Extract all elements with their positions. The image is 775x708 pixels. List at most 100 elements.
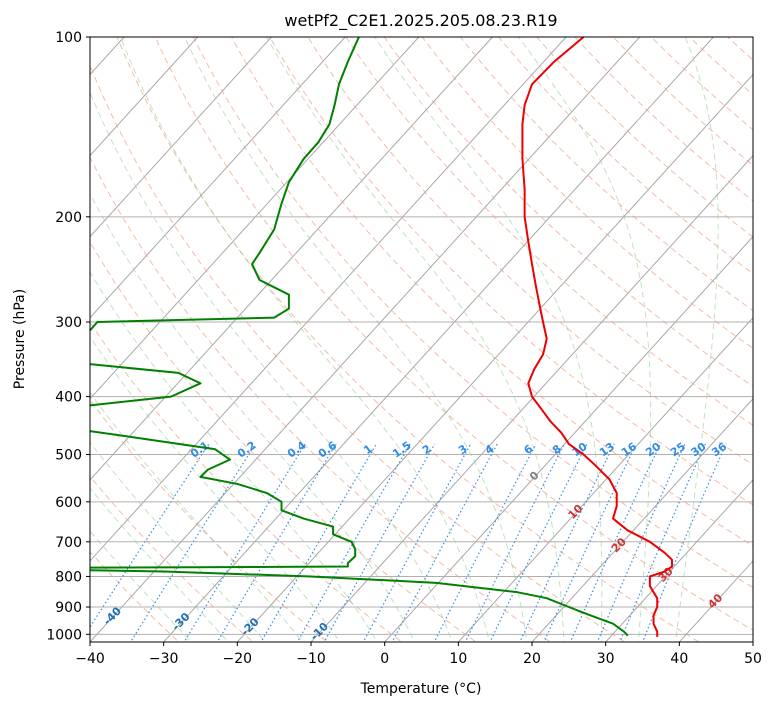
mixing-ratio-label: 30 <box>689 440 709 460</box>
dry-adiabat-line <box>345 37 753 426</box>
x-tick-label: −20 <box>223 651 253 667</box>
mixing-ratio-line <box>216 443 337 642</box>
dry-adiabat-line <box>90 399 329 642</box>
x-axis-label: Temperature (°C) <box>360 681 482 697</box>
isotherm-lines <box>90 37 753 642</box>
x-tick-label: 20 <box>523 651 541 667</box>
y-tick-label: 300 <box>55 315 82 331</box>
dry-adiabat-line <box>90 241 477 642</box>
dry-adiabat-line <box>726 37 753 61</box>
mixing-ratio-line <box>641 443 727 642</box>
y-tick-label: 800 <box>55 569 82 585</box>
moist-adiabat-line <box>674 37 719 642</box>
mixing-ratio-line <box>183 443 306 642</box>
mixing-ratio-line <box>596 443 686 642</box>
isotherm-line <box>310 154 753 642</box>
chart-title: wetPf2_C2E1.2025.205.08.23.R19 <box>284 11 557 31</box>
mixing-ratio-line <box>619 443 706 642</box>
mixing-ratio-line <box>323 443 436 642</box>
horizontal-gridlines <box>90 37 753 635</box>
moist-adiabat-line <box>90 335 341 642</box>
dry-adiabat-label: -50 <box>33 598 56 621</box>
mixing-ratio-line <box>129 443 257 642</box>
y-tick-label: 600 <box>55 495 82 511</box>
y-tick-label: 900 <box>55 600 82 616</box>
moist-adiabat-line <box>90 487 229 642</box>
y-tick-label: 500 <box>55 448 82 464</box>
moist-adiabat-line <box>184 37 528 642</box>
dry-adiabat-line <box>90 321 403 642</box>
y-tick-label: 1000 <box>46 627 82 643</box>
isotherm-line <box>90 37 420 400</box>
isotherm-line <box>90 37 199 157</box>
isotherm-line <box>678 560 753 642</box>
moist-adiabat-line <box>90 441 267 642</box>
x-tick-label: −40 <box>75 651 105 667</box>
x-tick-label: 30 <box>597 651 615 667</box>
mixing-ratio-label: 0.1 <box>188 439 211 461</box>
dry-adiabat-line <box>154 37 753 631</box>
moist-adiabat-line <box>90 91 453 642</box>
mixing-ratio-label: 36 <box>709 440 729 460</box>
isotherm-line <box>752 641 753 642</box>
mixing-ratio-line <box>391 443 498 642</box>
dry-adiabats <box>90 24 775 647</box>
isotherm-line <box>457 316 753 642</box>
x-tick-label: 10 <box>449 651 467 667</box>
dry-adiabat-line <box>307 37 753 466</box>
mixing-ratio-label: 16 <box>619 440 639 460</box>
mixing-ratio-label: 0.2 <box>235 439 258 461</box>
mixing-ratio-label: 13 <box>597 440 617 459</box>
moist-adiabat-line <box>266 37 565 642</box>
dry-adiabat-line <box>90 64 626 642</box>
mixing-ratio-label: 0.6 <box>316 439 340 461</box>
x-tick-label: −10 <box>296 651 326 667</box>
y-axis-ticks: 100 200 300 400 500 600 700 800 900 1000 <box>46 30 90 643</box>
dry-adiabat-line <box>90 475 254 642</box>
isotherm-line <box>384 235 753 642</box>
isotherm-line <box>90 37 346 319</box>
mixing-ratio-label: 25 <box>668 440 688 459</box>
dry-adiabat-line <box>231 37 753 547</box>
plot-frame <box>89 36 754 643</box>
x-axis-ticks: −40 −30 −20 −10 0 10 20 30 40 50 <box>75 642 762 667</box>
y-tick-label: 700 <box>55 535 82 551</box>
mixing-ratio-lines <box>90 443 727 642</box>
isotherm-line <box>90 37 567 562</box>
moist-adiabats <box>90 37 719 642</box>
dry-adiabat-line <box>90 156 552 642</box>
x-tick-label: 40 <box>670 651 688 667</box>
x-tick-label: 0 <box>380 651 389 667</box>
moist-adiabat-line <box>90 530 192 642</box>
mixing-ratio-label: 1.5 <box>390 439 413 461</box>
temperature-profile-line <box>521 37 673 637</box>
isotherm-line <box>163 37 714 642</box>
moist-adiabat-line <box>518 37 652 642</box>
moist-adiabat-line <box>90 192 416 642</box>
dry-adiabat-line <box>612 37 753 166</box>
moist-adiabat-line <box>90 271 378 642</box>
mixing-ratio-labels: 0.1 0.2 0.4 0.6 1 1.5 2 3 4 6 8 10 13 16 20 25 30 36 <box>188 439 729 461</box>
isotherm-line <box>90 37 641 642</box>
isotherm-line <box>90 37 272 238</box>
mixing-ratio-line <box>519 443 615 642</box>
mixing-ratio-line <box>296 443 411 642</box>
y-axis-label: Pressure (hPa) <box>12 289 28 389</box>
dry-adiabat-line <box>421 37 753 349</box>
dry-adiabat-line <box>90 551 180 642</box>
dry-adiabat-line <box>574 37 753 202</box>
moist-adiabat-line <box>90 391 304 642</box>
x-tick-label: 50 <box>744 651 762 667</box>
mixing-ratio-label: 0.4 <box>285 439 309 461</box>
x-tick-label: −30 <box>149 651 179 667</box>
mixing-ratio-line <box>260 443 377 642</box>
mixing-ratio-line <box>90 443 210 629</box>
dry-adiabat-line <box>498 37 753 275</box>
dewpoint-profile-line <box>90 37 629 637</box>
dry-adiabat-line <box>751 24 775 647</box>
dry-adiabat-line <box>459 37 753 312</box>
sounding-series <box>90 37 673 637</box>
y-tick-label: 100 <box>55 30 82 46</box>
isotherm-line <box>236 73 753 642</box>
